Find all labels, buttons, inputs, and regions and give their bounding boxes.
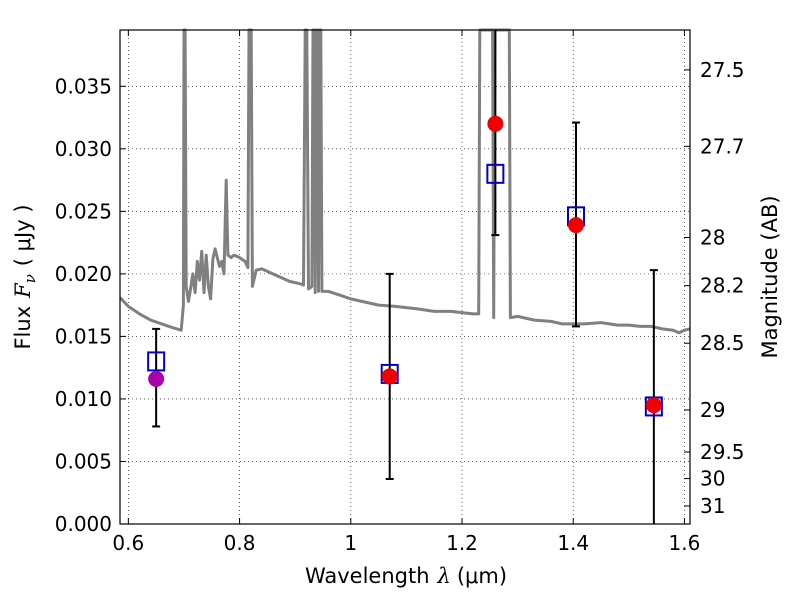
y-tick-label: 0.015 (55, 324, 112, 348)
model-band-square (486, 163, 505, 184)
y-tick-label: 0.030 (55, 137, 112, 161)
magnitude-tick-label: 29 (700, 398, 725, 422)
model-sed-line (118, 28, 691, 335)
magnitude-tick-label: 28.2 (700, 274, 745, 298)
observed-flux-point (148, 370, 165, 387)
magnitude-tick-label: 29.5 (700, 440, 745, 464)
x-tick-label: 0.8 (224, 531, 256, 555)
y-tick-label: 0.020 (55, 262, 112, 286)
tick-marks (120, 30, 690, 525)
x-tick-label: 1.4 (557, 531, 589, 555)
magnitude-axis-label: Magnitude (AB) (758, 195, 782, 358)
y-axis-label-symbol: F (11, 282, 35, 299)
x-axis-label-unit: (μm) (457, 564, 507, 588)
magnitude-tick-label: 28 (700, 225, 725, 249)
y-axis-label-subscript: ν (21, 274, 39, 283)
y-axis-label-text: Flux (11, 306, 35, 350)
x-axis-label: Wavelength λ (μm) (305, 564, 507, 588)
y-tick-label: 0.000 (55, 512, 112, 536)
observed-flux-point (645, 397, 662, 414)
plot-frame (119, 29, 691, 525)
y-axis-label-unit: ( μJy ) (11, 204, 35, 266)
x-tick-label: 1.2 (446, 531, 478, 555)
data-points-layer (147, 30, 663, 524)
magnitude-tick-label: 30 (700, 467, 725, 491)
grid-lines (120, 30, 690, 524)
y-tick-label: 0.035 (55, 74, 112, 98)
magnitude-tick-label: 28.5 (700, 331, 745, 355)
x-axis-label-symbol: λ (437, 564, 451, 588)
magnitude-tick-label: 27.5 (700, 58, 745, 82)
y-tick-label: 0.025 (55, 199, 112, 223)
magnitude-tick-label: 27.7 (700, 134, 745, 158)
x-tick-label: 0.6 (112, 531, 144, 555)
magnitude-tick-label: 31 (700, 494, 725, 518)
y-tick-label: 0.010 (55, 387, 112, 411)
observed-flux-point (568, 217, 584, 234)
y-tick-label: 0.005 (55, 449, 112, 473)
model-sed-layer (118, 28, 691, 335)
x-tick-label: 1 (344, 531, 357, 555)
observed-flux-point (381, 368, 398, 385)
x-tick-label: 1.6 (669, 531, 701, 555)
observed-flux-point (487, 115, 504, 132)
y-axis-label: Flux Fν ( μJy ) (11, 204, 39, 349)
model-band-square (147, 351, 166, 372)
x-axis-label-text: Wavelength (305, 564, 430, 588)
tick-labels: 0.6 0.8 1 1.2 1.4 1.6 0.000 0.005 0.010 0.015 0.02… (55, 58, 745, 555)
